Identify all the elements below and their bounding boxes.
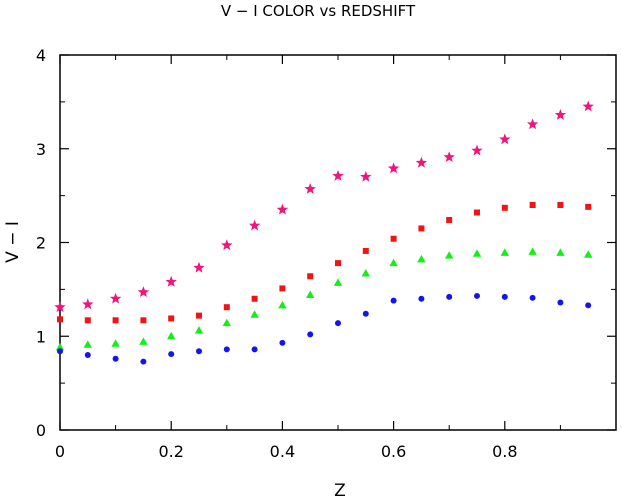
y-axis: 0 1 2 3 4 [36, 46, 616, 440]
data-point-star [82, 298, 94, 310]
data-point-star [248, 219, 261, 231]
data-point-triangle [83, 340, 92, 348]
data-point-square [446, 217, 453, 223]
data-point-triangle [417, 254, 426, 263]
data-point-circle [585, 302, 592, 309]
data-point-square [279, 285, 286, 292]
data-point-circle [112, 355, 119, 362]
data-point-square [57, 316, 63, 323]
data-point-star [360, 170, 372, 182]
data-point-circle [362, 310, 369, 317]
data-point-triangle [333, 278, 343, 286]
data-point-circle [140, 358, 147, 365]
data-point-star [54, 301, 66, 313]
data-point-square [196, 312, 202, 319]
data-point-star [526, 118, 539, 130]
data-point-circle [168, 351, 175, 358]
data-point-square [362, 247, 369, 254]
data-point-square [168, 315, 175, 322]
data-point-circle [474, 292, 480, 299]
y-tick-label: 4 [36, 46, 46, 65]
x-tick-label: 0.2 [158, 442, 183, 461]
data-point-triangle [222, 318, 231, 327]
data-point-triangle [306, 290, 315, 298]
data-point-star [387, 162, 400, 174]
data-point-circle [501, 293, 508, 300]
data-point-triangle [584, 250, 593, 258]
data-point-star [415, 156, 428, 168]
y-tick-label: 3 [36, 140, 46, 159]
data-point-circle [251, 346, 258, 353]
y-axis-label: V − I [3, 221, 23, 263]
data-point-triangle [55, 343, 65, 351]
data-point-star [109, 292, 122, 304]
y-tick-label: 2 [36, 234, 46, 253]
data-point-triangle [194, 326, 204, 334]
data-point-circle [223, 346, 230, 353]
data-point-circle [335, 320, 341, 327]
chart-title: V − I COLOR vs REDSHIFT [221, 2, 416, 20]
data-point-square [474, 209, 480, 216]
data-point-circle [418, 295, 425, 302]
data-point-circle [196, 348, 202, 355]
data-point-triangle [389, 258, 398, 267]
data-point-star [137, 286, 150, 298]
data-point-circle [557, 299, 564, 306]
data-point-star [221, 239, 233, 251]
data-point-star [193, 261, 205, 273]
data-point-triangle [278, 300, 287, 309]
x-axis-label: Z [334, 481, 346, 498]
data-point-star [499, 133, 511, 145]
y-tick-label: 1 [36, 327, 46, 346]
data-point-square [307, 273, 314, 280]
data-point-triangle [139, 337, 148, 345]
data-point-star [332, 169, 344, 181]
data-point-square [112, 317, 119, 324]
data-point-square [84, 317, 91, 324]
x-axis: 0 0.2 0.4 0.6 0.8 [55, 55, 561, 461]
data-point-circle [529, 294, 536, 301]
data-point-triangle [528, 247, 537, 255]
data-point-square [140, 317, 147, 324]
data-point-square [251, 295, 258, 302]
data-point-triangle [250, 310, 259, 318]
data-point-square [557, 202, 564, 208]
x-tick-label: 0.4 [270, 442, 295, 461]
x-tick-label: 0.8 [492, 442, 517, 461]
y-tick-label: 0 [36, 421, 46, 440]
data-point-square [585, 203, 592, 210]
data-point-star [276, 203, 289, 215]
data-point-triangle [445, 251, 454, 259]
data-point-star [165, 275, 177, 287]
data-point-triangle [361, 268, 370, 277]
data-point-circle [390, 297, 397, 304]
data-point-triangle [500, 248, 509, 256]
data-point-star [554, 109, 567, 120]
data-point-square [335, 260, 341, 267]
data-point-square [529, 202, 536, 208]
data-point-star [582, 100, 594, 112]
data-point-triangle [167, 331, 176, 340]
data-point-square [223, 304, 230, 311]
data-point-circle [279, 339, 286, 346]
data-point-circle [446, 293, 453, 300]
data-point-star [471, 144, 483, 156]
data-point-square [501, 204, 508, 211]
data-point-triangle [556, 248, 565, 256]
data-points [54, 100, 594, 365]
data-point-triangle [111, 339, 120, 347]
plot-area-border [59, 54, 617, 431]
data-point-square [418, 225, 425, 232]
data-point-circle [84, 352, 91, 358]
data-point-triangle [472, 249, 482, 257]
plot-frame [59, 54, 617, 431]
x-tick-label: 0.6 [381, 442, 406, 461]
data-point-circle [307, 331, 314, 338]
data-point-star [443, 151, 455, 163]
data-point-square [390, 235, 397, 242]
x-tick-label: 0 [55, 442, 65, 461]
data-point-circle [57, 348, 63, 355]
data-point-star [304, 183, 316, 194]
